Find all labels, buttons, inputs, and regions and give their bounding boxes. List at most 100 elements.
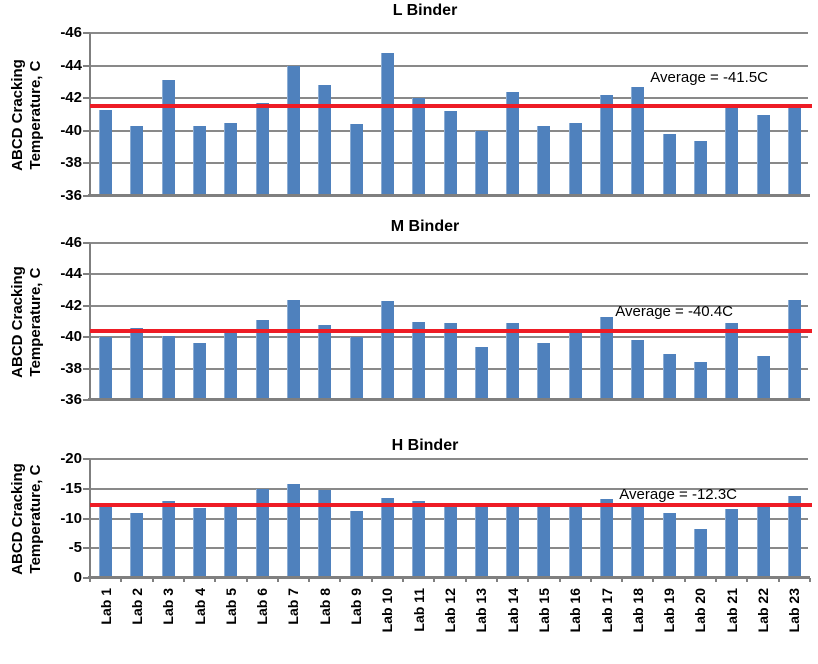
- y-axis-tick: [83, 162, 90, 165]
- bar-lab-10: [380, 301, 394, 400]
- bar-lab-18: [631, 86, 645, 196]
- x-axis-tick: [182, 578, 185, 582]
- bar-lab-21: [725, 508, 739, 578]
- bar-lab-1: [99, 337, 113, 400]
- chart-title: H Binder: [391, 437, 459, 454]
- x-axis-tick: [683, 578, 686, 582]
- bar-lab-5: [224, 332, 238, 400]
- y-tick-label: -38: [60, 359, 82, 377]
- bar-lab-14: [506, 91, 520, 196]
- average-annotation: Average = -41.5C: [650, 69, 768, 87]
- x-axis-tick: [558, 578, 561, 582]
- bar-lab-15: [537, 505, 551, 578]
- x-axis-label: Lab 20: [692, 588, 709, 633]
- bar-lab-22: [756, 505, 770, 578]
- y-axis-tick: [83, 97, 90, 100]
- bar-lab-9: [349, 510, 363, 578]
- gridline: [90, 273, 808, 276]
- y-tick-label: -42: [60, 296, 82, 314]
- y-tick-label: -20: [60, 450, 82, 467]
- bar-lab-21: [725, 323, 739, 400]
- plot-area: -20 -15 -10 -5 0 Average = -12.3C: [60, 451, 812, 586]
- x-axis-label: Lab 15: [535, 588, 552, 633]
- y-axis-title-line1: ABCD Cracking: [9, 266, 26, 378]
- average-annotation: Average = -40.4C: [615, 302, 733, 320]
- bar-lab-21: [725, 107, 739, 196]
- y-axis-title-line1: ABCD Cracking: [9, 59, 26, 171]
- x-axis-tick: [433, 578, 436, 582]
- y-axis-tick: [83, 64, 90, 67]
- bar-lab-8: [318, 85, 332, 196]
- bar-lab-6: [255, 488, 269, 578]
- y-axis-tick: [83, 32, 90, 34]
- x-axis-tick: [809, 578, 811, 582]
- y-tick-label: -44: [60, 265, 82, 283]
- x-axis-tick: [589, 578, 592, 582]
- bar-lab-18: [631, 340, 645, 400]
- bar-lab-16: [568, 332, 582, 400]
- bar-lab-2: [130, 125, 144, 196]
- bar-lab-13: [474, 346, 488, 400]
- x-axis-tick: [308, 578, 311, 582]
- bar-lab-13: [474, 130, 488, 196]
- x-axis-label: Lab 3: [160, 588, 177, 625]
- average-line: [90, 502, 812, 507]
- x-axis-tick: [495, 578, 498, 582]
- x-axis-tick: [652, 578, 655, 582]
- y-axis-tick: [83, 487, 90, 490]
- gridline: [90, 242, 808, 244]
- x-axis-tick: [527, 578, 530, 582]
- y-axis-tick: [83, 458, 90, 460]
- bar-lab-23: [787, 107, 801, 196]
- x-axis-label: Lab 8: [316, 588, 333, 625]
- y-tick-label: -36: [60, 391, 82, 408]
- x-axis-tick: [339, 578, 342, 582]
- bar-lab-3: [161, 335, 175, 400]
- x-axis-label: Lab 13: [473, 588, 490, 633]
- plot-area: -46 -44 -42 -40 -38 -36 Average = -40.4C: [60, 235, 812, 408]
- bar-lab-23: [787, 496, 801, 578]
- y-axis-tick: [83, 547, 90, 550]
- x-axis-label: Lab 12: [442, 588, 458, 633]
- x-axis-label: Lab 5: [222, 588, 239, 625]
- bar-lab-4: [193, 125, 207, 196]
- y-axis-line: [89, 459, 91, 578]
- bar-lab-9: [349, 124, 363, 196]
- plot-area: -46 -44 -42 -40 -38 -36 Average = -41.5C: [60, 25, 812, 204]
- bar-lab-10: [380, 498, 394, 578]
- bar-lab-22: [756, 356, 770, 400]
- gridline: [90, 64, 808, 67]
- y-axis-tick: [83, 517, 90, 520]
- x-axis-line: [88, 194, 810, 197]
- x-axis-tick: [715, 578, 718, 582]
- bar-lab-11: [412, 321, 426, 400]
- gridline: [90, 487, 808, 490]
- y-tick-label: 0: [73, 569, 82, 586]
- bar-lab-1: [99, 109, 113, 196]
- x-axis-tick: [464, 578, 467, 582]
- y-axis-tick: [83, 367, 90, 370]
- x-axis-line: [88, 398, 810, 401]
- gridline: [90, 304, 808, 307]
- y-axis-tick: [83, 129, 90, 132]
- bar-lab-20: [693, 362, 707, 400]
- x-axis-tick: [746, 578, 749, 582]
- y-tick-label: -15: [60, 479, 82, 497]
- y-axis-tick: [83, 399, 90, 401]
- bar-lab-10: [380, 52, 394, 196]
- bar-lab-23: [787, 299, 801, 400]
- x-axis-label: Lab 6: [254, 588, 271, 625]
- bar-lab-11: [412, 98, 426, 196]
- bar-lab-15: [537, 343, 551, 400]
- x-axis-label: Lab 23: [786, 588, 803, 633]
- bar-lab-4: [193, 508, 207, 578]
- x-axis-label: Lab 21: [723, 588, 740, 633]
- bar-lab-17: [600, 94, 614, 196]
- y-axis-tick: [83, 273, 90, 276]
- bar-lab-8: [318, 324, 332, 400]
- x-axis-tick: [370, 578, 373, 582]
- x-axis-label: Lab 18: [629, 588, 646, 633]
- x-axis-tick: [402, 578, 405, 582]
- bar-lab-6: [255, 103, 269, 196]
- bar-lab-19: [662, 354, 676, 400]
